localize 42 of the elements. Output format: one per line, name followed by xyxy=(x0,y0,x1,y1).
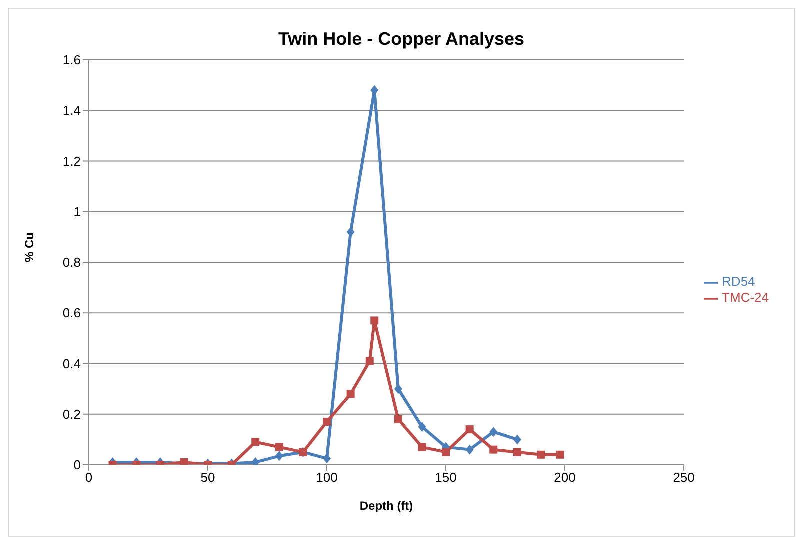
point xyxy=(556,450,564,459)
x-tick-label: 50 xyxy=(200,470,216,486)
point xyxy=(490,446,498,454)
x-tick-label: 150 xyxy=(435,470,457,486)
point xyxy=(418,443,426,452)
y-tick-label: 1.6 xyxy=(62,52,81,68)
chart-title: Twin Hole - Copper Analyses xyxy=(277,29,526,50)
point xyxy=(323,418,332,426)
point xyxy=(466,444,474,455)
x-tick-label: 100 xyxy=(316,470,338,486)
y-tick-label: 0.8 xyxy=(62,255,81,270)
x-axis-title: Depth (ft) xyxy=(360,499,414,513)
point xyxy=(513,448,522,456)
y-tick-label: 1 xyxy=(74,204,81,220)
x-tick-label: 0 xyxy=(85,470,93,486)
legend-label: RD54 xyxy=(722,274,756,290)
point xyxy=(370,316,379,325)
y-tick-label: 0.2 xyxy=(62,406,81,422)
point xyxy=(346,390,355,398)
point xyxy=(490,427,498,438)
point xyxy=(513,434,522,445)
point xyxy=(366,357,374,366)
point xyxy=(275,443,284,452)
x-tick-label: 250 xyxy=(673,470,695,486)
point xyxy=(346,227,355,238)
point xyxy=(418,422,426,432)
point xyxy=(537,450,546,459)
y-axis-title: % Cu xyxy=(22,232,36,262)
y-tick-label: 0.4 xyxy=(62,356,81,372)
y-tick-label: 1.4 xyxy=(62,103,81,118)
x-tick-label: 200 xyxy=(554,470,576,486)
legend-label: TMC-24 xyxy=(722,290,769,305)
point xyxy=(252,438,260,446)
point xyxy=(394,384,402,394)
point xyxy=(275,451,284,462)
y-tick-label: 1.2 xyxy=(62,154,81,169)
y-tick-label: 0.6 xyxy=(62,306,81,321)
y-tick-label: 0 xyxy=(74,458,81,473)
point xyxy=(323,454,332,464)
point xyxy=(442,448,450,456)
point xyxy=(466,426,474,434)
point xyxy=(394,415,402,424)
